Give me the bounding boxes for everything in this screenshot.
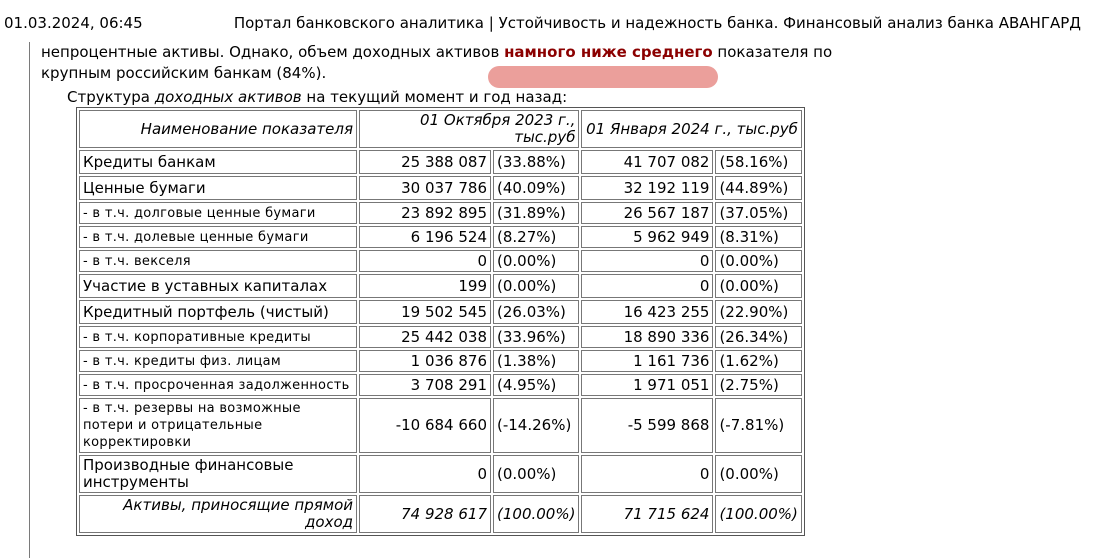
row-share-period-1: (8.27%) (493, 226, 580, 248)
row-value-period-1: 25 388 087 (359, 150, 491, 174)
row-value-period-2: 1 161 736 (581, 350, 714, 372)
row-name: - в т.ч. просроченная задолженность (79, 374, 357, 396)
row-value-period-1: 3 708 291 (359, 374, 491, 396)
row-value-period-1: 6 196 524 (359, 226, 491, 248)
redaction-mark (488, 66, 718, 88)
row-share-period-2: (8.31%) (715, 226, 802, 248)
row-share-period-2: (-7.81%) (715, 398, 802, 453)
table-row: - в т.ч. векселя 0 (0.00%) 0 (0.00%) (79, 250, 802, 272)
row-value-period-2: 0 (581, 274, 714, 298)
left-border-line (29, 42, 30, 558)
highlight-text: намного ниже среднего (504, 43, 713, 61)
page-title: Портал банковского аналитика | Устойчиво… (233, 14, 1081, 32)
total-share-period-2: (100.00%) (715, 495, 802, 533)
row-value-period-1: 25 442 038 (359, 326, 491, 348)
intro-text-2: показателя по крупным российским банкам … (41, 43, 833, 82)
table-row: - в т.ч. корпоративные кредиты 25 442 038… (79, 326, 802, 348)
table-row: Ценные бумаги 30 037 786 (40.09%) 32 192 11… (79, 176, 802, 200)
income-assets-table: Наименование показателя 01 Октября 2023 … (76, 107, 805, 536)
row-value-period-2: 26 567 187 (581, 202, 714, 224)
row-value-period-1: 0 (359, 455, 491, 493)
total-value-period-2: 71 715 624 (581, 495, 714, 533)
row-share-period-2: (0.00%) (715, 250, 802, 272)
table-row: - в т.ч. резервы на возможные потери и о… (79, 398, 802, 453)
row-share-period-1: (33.88%) (493, 150, 580, 174)
row-value-period-2: 32 192 119 (581, 176, 714, 200)
row-value-period-2: 0 (581, 455, 714, 493)
row-value-period-1: 23 892 895 (359, 202, 491, 224)
page-header: 01.03.2024, 06:45 Портал банковского ана… (0, 0, 1102, 34)
row-share-period-2: (0.00%) (715, 274, 802, 298)
row-share-period-1: (26.03%) (493, 300, 580, 324)
row-share-period-1: (0.00%) (493, 274, 580, 298)
row-name: - в т.ч. резервы на возможные потери и о… (79, 398, 357, 453)
row-name: Ценные бумаги (79, 176, 357, 200)
row-name: - в т.ч. долговые ценные бумаги (79, 202, 357, 224)
row-share-period-1: (40.09%) (493, 176, 580, 200)
intro-text-1: непроцентные активы. Однако, объем доход… (41, 43, 505, 61)
row-share-period-1: (31.89%) (493, 202, 580, 224)
total-row: Активы, приносящие прямой доход 74 928 61… (79, 495, 802, 533)
row-value-period-2: 18 890 336 (581, 326, 714, 348)
row-share-period-1: (0.00%) (493, 250, 580, 272)
row-value-period-2: 41 707 082 (581, 150, 714, 174)
row-share-period-2: (2.75%) (715, 374, 802, 396)
row-name: Производные финансовые инструменты (79, 455, 357, 493)
row-name: - в т.ч. кредиты физ. лицам (79, 350, 357, 372)
row-value-period-2: -5 599 868 (581, 398, 714, 453)
caption-emphasis: доходных активов (154, 88, 302, 106)
row-value-period-1: -10 684 660 (359, 398, 491, 453)
row-name: Кредиты банкам (79, 150, 357, 174)
row-name: Участие в уставных капиталах (79, 274, 357, 298)
total-share-period-1: (100.00%) (493, 495, 580, 533)
row-share-period-1: (33.96%) (493, 326, 580, 348)
row-value-period-2: 1 971 051 (581, 374, 714, 396)
row-share-period-1: (4.95%) (493, 374, 580, 396)
table-row: - в т.ч. кредиты физ. лицам 1 036 876 (1.3… (79, 350, 802, 372)
row-share-period-1: (1.38%) (493, 350, 580, 372)
row-share-period-2: (26.34%) (715, 326, 802, 348)
row-share-period-1: (-14.26%) (493, 398, 580, 453)
table-row: Производные финансовые инструменты 0 (0.00… (79, 455, 802, 493)
table-row: - в т.ч. долевые ценные бумаги 6 196 524(… (79, 226, 802, 248)
row-share-period-2: (58.16%) (715, 150, 802, 174)
intro-paragraph: непроцентные активы. Однако, объем доход… (41, 42, 861, 84)
row-share-period-2: (1.62%) (715, 350, 802, 372)
row-name: Кредитный портфель (чистый) (79, 300, 357, 324)
caption-suffix: на текущий момент и год назад: (301, 88, 568, 106)
structure-caption: Структура доходных активов на текущий мо… (67, 88, 567, 106)
row-value-period-1: 199 (359, 274, 491, 298)
table-row: Участие в уставных капиталах 199 (0.00%) 0(… (79, 274, 802, 298)
row-share-period-2: (37.05%) (715, 202, 802, 224)
row-share-period-2: (22.90%) (715, 300, 802, 324)
row-value-period-1: 1 036 876 (359, 350, 491, 372)
table-row: Кредиты банкам 25 388 087 (33.88%) 41 707 0… (79, 150, 802, 174)
row-value-period-2: 0 (581, 250, 714, 272)
caption-prefix: Структура (67, 88, 155, 106)
row-name: - в т.ч. корпоративные кредиты (79, 326, 357, 348)
row-value-period-1: 19 502 545 (359, 300, 491, 324)
total-name: Активы, приносящие прямой доход (79, 495, 357, 533)
row-share-period-2: (44.89%) (715, 176, 802, 200)
row-name: - в т.ч. векселя (79, 250, 357, 272)
row-value-period-1: 0 (359, 250, 491, 272)
row-value-period-2: 5 962 949 (581, 226, 714, 248)
table-row: Кредитный портфель (чистый) 19 502 545 (26… (79, 300, 802, 324)
header-name: Наименование показателя (79, 110, 357, 148)
header-period-2: 01 Января 2024 г., тыс.руб (581, 110, 802, 148)
table-header-row: Наименование показателя 01 Октября 2023 … (79, 110, 802, 148)
row-share-period-2: (0.00%) (715, 455, 802, 493)
table-row: - в т.ч. просроченная задолженность 3 708… (79, 374, 802, 396)
header-period-1: 01 Октября 2023 г., тыс.руб (359, 110, 580, 148)
row-name: - в т.ч. долевые ценные бумаги (79, 226, 357, 248)
print-date: 01.03.2024, 06:45 (4, 14, 143, 32)
row-value-period-1: 30 037 786 (359, 176, 491, 200)
total-value-period-1: 74 928 617 (359, 495, 491, 533)
row-value-period-2: 16 423 255 (581, 300, 714, 324)
table-row: - в т.ч. долговые ценные бумаги 23 892 89… (79, 202, 802, 224)
row-share-period-1: (0.00%) (493, 455, 580, 493)
